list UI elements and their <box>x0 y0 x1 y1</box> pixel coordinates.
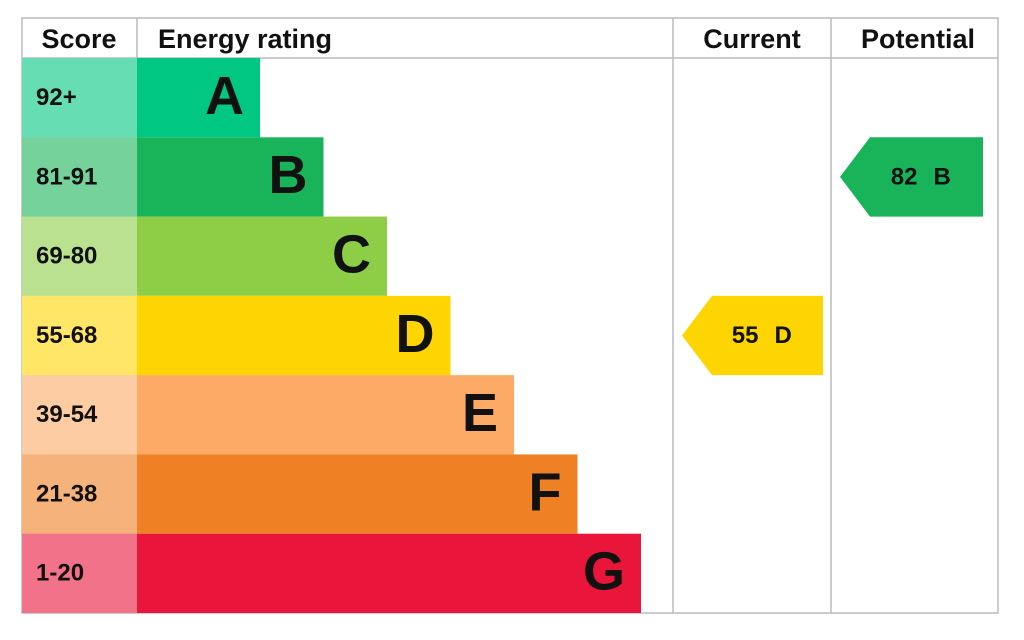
score-tint <box>22 58 137 138</box>
rating-letter: G <box>583 542 625 602</box>
score-tint <box>22 137 137 217</box>
score-tint <box>22 375 137 455</box>
score-cell <box>22 375 137 455</box>
score-cell <box>22 216 137 296</box>
rating-bar <box>137 295 451 376</box>
score-tint <box>22 216 137 296</box>
score-label: 81-91 <box>36 163 97 190</box>
score-label: 1-20 <box>36 560 84 587</box>
rating-bar <box>137 58 260 138</box>
potential-arrow <box>840 137 983 217</box>
rating-letter: E <box>462 383 498 443</box>
current-rating: D <box>775 322 792 349</box>
score-label: 39-54 <box>36 401 98 428</box>
rating-bar <box>137 137 324 217</box>
score-label: 21-38 <box>36 480 97 507</box>
header-score: Score <box>41 24 116 54</box>
score-cell <box>22 454 137 534</box>
score-cell <box>22 58 137 138</box>
rating-letter: A <box>205 66 244 126</box>
current-score: 55 <box>732 322 759 349</box>
score-tint <box>22 454 137 534</box>
score-cell <box>22 137 137 217</box>
score-tint <box>22 533 137 613</box>
rating-letter: F <box>529 462 562 522</box>
rating-bar <box>137 533 641 613</box>
score-cell <box>22 533 137 613</box>
score-label: 55-68 <box>36 322 97 349</box>
rating-letter: D <box>396 304 435 364</box>
current-arrow <box>682 295 823 376</box>
rating-bar <box>137 375 514 455</box>
header-potential: Potential <box>861 24 975 54</box>
rating-letter: B <box>269 145 308 205</box>
rating-bar <box>137 454 578 534</box>
score-label: 69-80 <box>36 243 97 270</box>
score-tint <box>22 295 137 376</box>
header-current: Current <box>703 24 801 54</box>
potential-score: 82 <box>891 163 918 190</box>
score-cell <box>22 295 137 376</box>
potential-rating: B <box>934 163 951 190</box>
rating-bar <box>137 216 387 296</box>
score-label: 92+ <box>36 84 77 111</box>
rating-letter: C <box>332 224 371 284</box>
header-energy-rating: Energy rating <box>158 24 332 54</box>
